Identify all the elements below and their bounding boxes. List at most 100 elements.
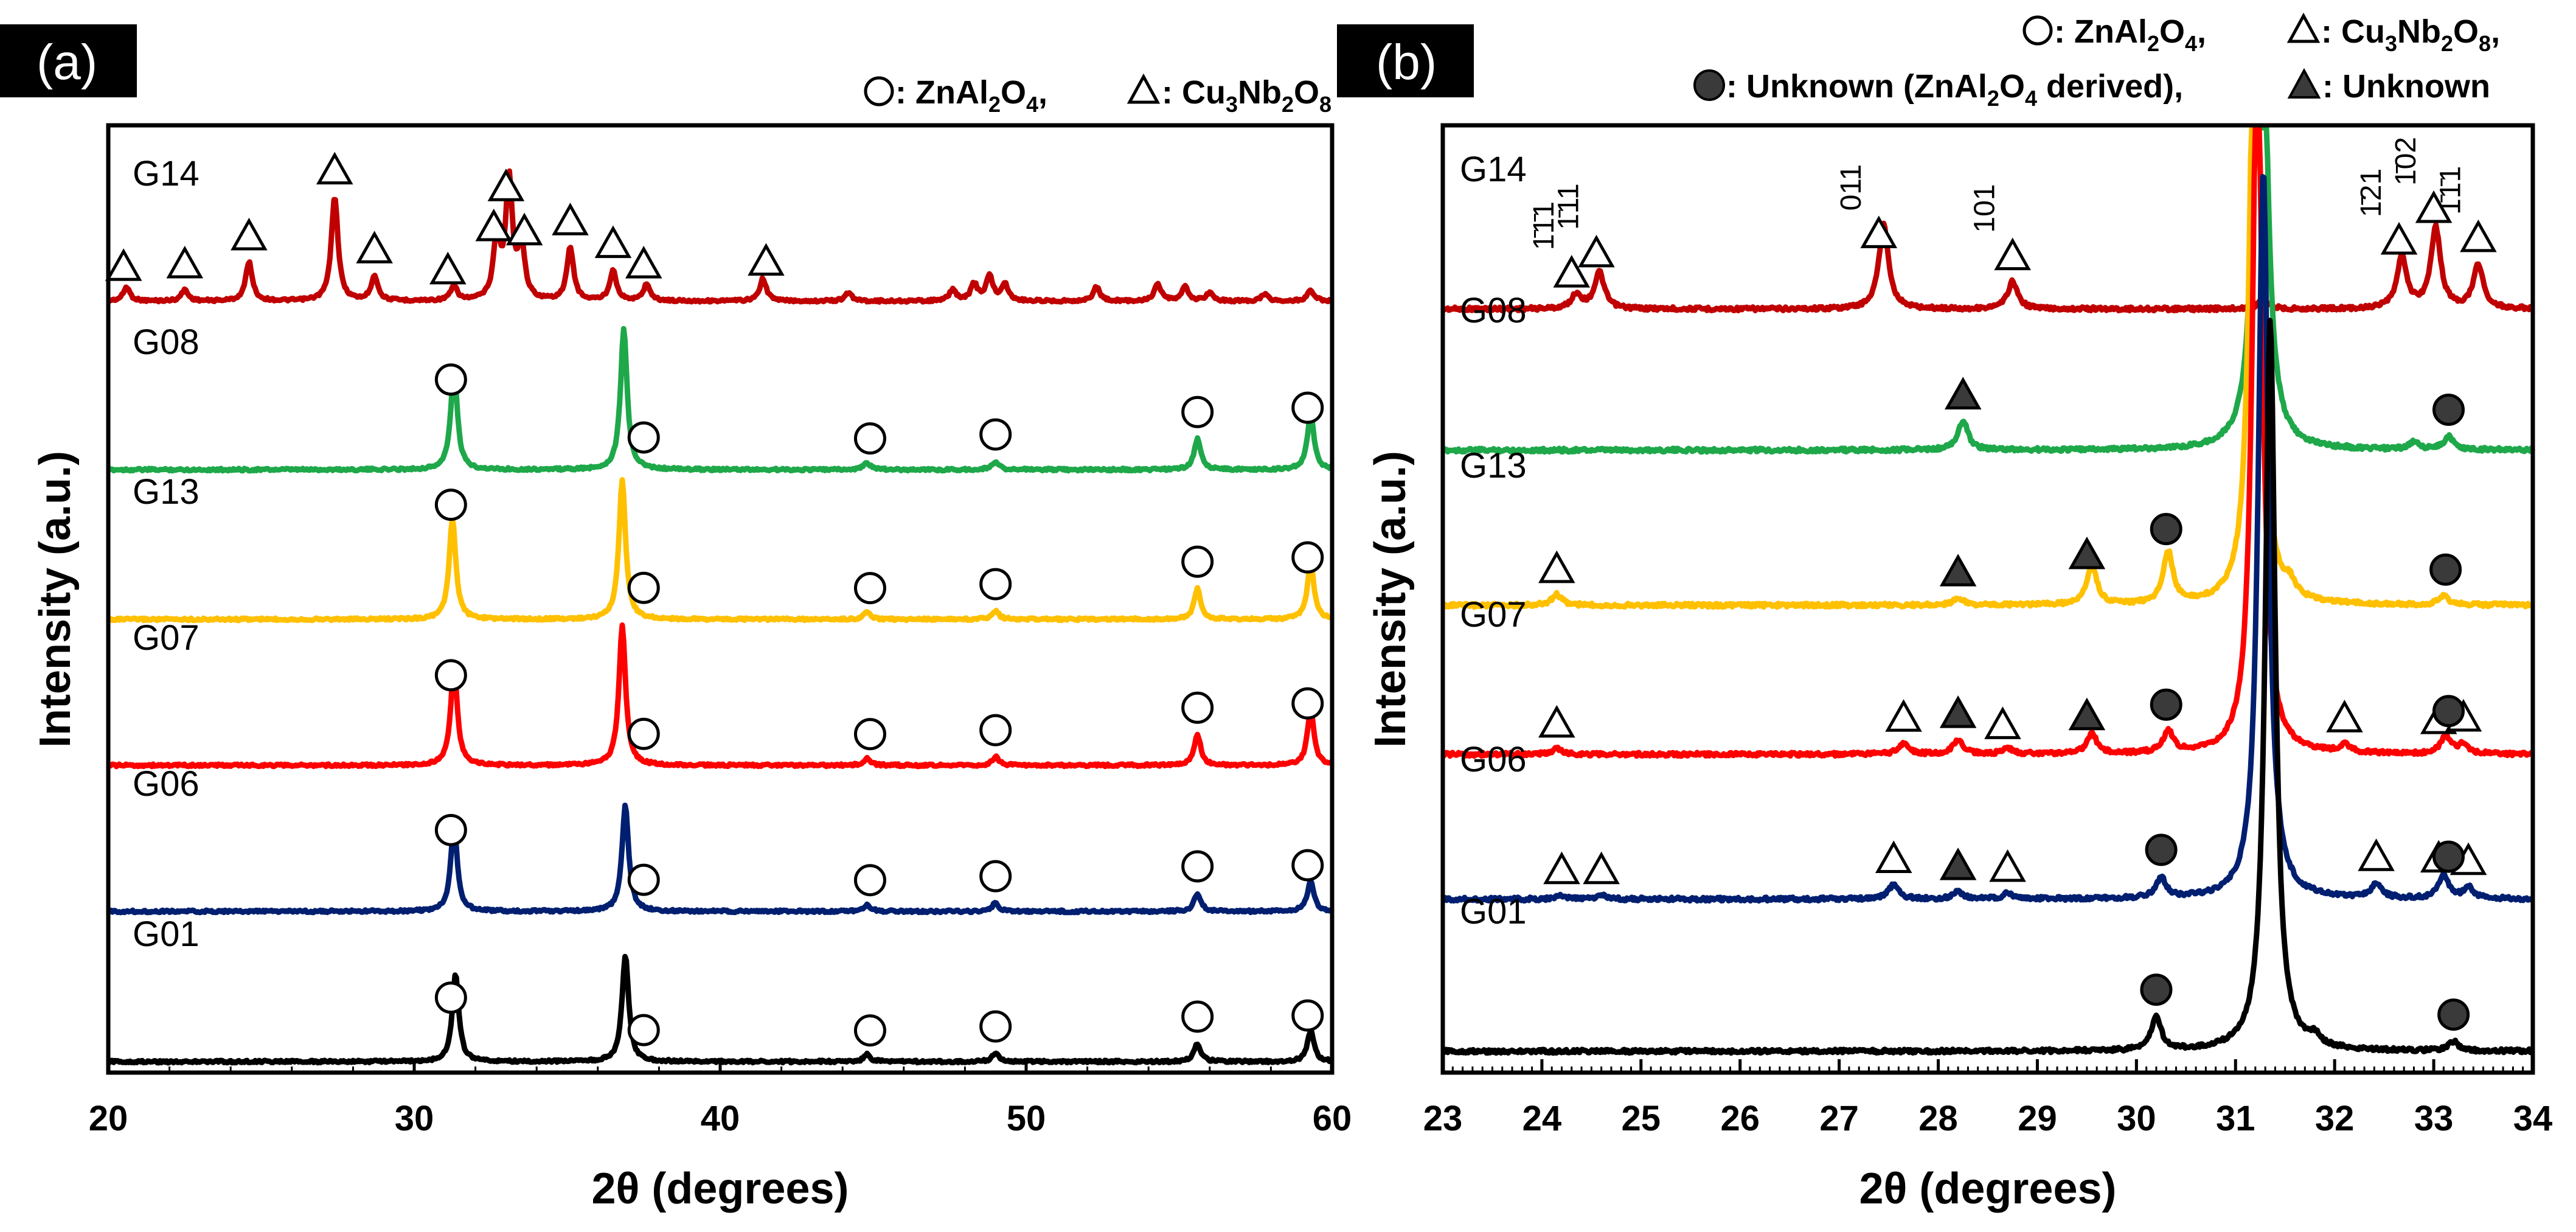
marker-g13-filled-circle-1	[2429, 553, 2462, 586]
marker-g08-open-circle-3	[979, 418, 1012, 451]
marker-g06-open-triangle-1	[1583, 851, 1620, 885]
panel-a-x-axis-title: 2θ (degrees)	[591, 1164, 849, 1213]
marker-g07-filled-circle-1	[2432, 695, 2465, 728]
legend-b-open-triangle-marker	[2286, 12, 2321, 43]
legend-b-filled-triangle-marker	[2287, 68, 2321, 99]
x-tick-label-27: 27	[1819, 1099, 1859, 1138]
marker-g08-open-circle-5	[1291, 391, 1324, 424]
panel-a-sample-labels: G14 G08 G13 G07 G06 G01	[133, 154, 200, 954]
marker-g01-open-circle-0	[434, 981, 467, 1014]
marker-g13-open-circle-2	[853, 572, 886, 605]
marker-g14-open-triangle-11	[625, 246, 662, 279]
marker-g07-open-triangle-2	[1984, 706, 2021, 739]
marker-g06-filled-circle-1	[2432, 840, 2465, 873]
trace-g06	[106, 802, 1334, 916]
trace-g01	[1441, 318, 2535, 1056]
marker-g07-filled-circle-0	[2150, 688, 2182, 721]
x-tick-label-32: 32	[2315, 1099, 2355, 1138]
panel-a-traces	[106, 168, 1335, 1066]
panel-b-plot-frame	[1440, 123, 2535, 1075]
panel-a-legend: : ZnAl2O4, : Cu3Nb2O8	[864, 73, 1331, 117]
marker-g06-open-circle-2	[853, 864, 886, 897]
x-tick-label-23: 23	[1423, 1099, 1463, 1138]
panel-b-label: (b)	[1376, 35, 1437, 90]
marker-g14-open-triangle-10	[594, 225, 632, 259]
trace-g08	[106, 325, 1335, 474]
marker-g06-open-circle-0	[434, 813, 467, 846]
marker-g13-open-circle-3	[979, 568, 1012, 600]
marker-g14-open-triangle-2	[231, 217, 268, 251]
panel-b: (b) : ZnAl2O4, : Cu3Nb2O8, : Unknown (Zn…	[1337, 12, 2553, 1213]
miller-index-4: 1̄21	[2355, 169, 2387, 217]
marker-g06-open-triangle-0	[1543, 851, 1580, 885]
marker-g14-open-triangle-4	[356, 231, 393, 263]
legend-b-zinc-aluminate: : ZnAl2O4,	[2054, 13, 2206, 56]
sample-label-g08: G08	[1460, 291, 1527, 330]
marker-g07-open-circle-2	[853, 718, 886, 751]
x-tick-label-20: 20	[89, 1099, 128, 1138]
panel-b-x-axis-title: 2θ (degrees)	[1859, 1164, 2116, 1213]
x-tick-label-29: 29	[2018, 1099, 2057, 1138]
marker-g13-open-triangle-0	[1538, 550, 1575, 583]
trace-g14	[106, 168, 1334, 305]
marker-g01-open-circle-5	[1291, 999, 1324, 1032]
marker-g08-open-circle-0	[434, 363, 467, 396]
marker-g14-open-triangle-5	[429, 251, 467, 285]
marker-g14-open-triangle-3	[1994, 237, 2032, 271]
x-tick-label-31: 31	[2216, 1099, 2255, 1138]
trace-g14	[1440, 220, 2535, 314]
panel-b-y-axis-title: Intensity (a.u.)	[1366, 451, 1415, 748]
marker-g07-open-triangle-3	[2326, 700, 2363, 733]
miller-index-0: 1̄1̄1	[1528, 201, 1560, 250]
x-tick-label-30: 30	[2117, 1099, 2156, 1138]
sample-label-g01: G01	[1460, 892, 1527, 931]
sample-label-g06: G06	[1460, 740, 1527, 779]
marker-g06-open-circle-5	[1291, 849, 1324, 882]
x-tick-label-60: 60	[1313, 1099, 1352, 1138]
sample-label-g14: G14	[133, 154, 200, 193]
trace-g07	[106, 622, 1335, 770]
trace-g08	[1441, 125, 2536, 455]
marker-g14-open-triangle-6	[2460, 219, 2497, 252]
sample-label-g07: G07	[133, 618, 200, 658]
panel-a: (a) : ZnAl2O4, : Cu3Nb2O8 G14 G08 G13 G07 G0…	[0, 24, 1352, 1213]
miller-index-1: 1̄11	[1553, 183, 1585, 230]
legend-b-copper-niobate: : Cu3Nb2O8,	[2321, 13, 2500, 56]
x-tick-label-24: 24	[1522, 1099, 1562, 1138]
miller-index-3: 101	[1969, 184, 2001, 233]
marker-g13-open-circle-1	[627, 571, 660, 604]
legend-b-unknown: : Unknown	[2322, 68, 2490, 105]
marker-g14-open-triangle-1	[166, 245, 204, 279]
x-tick-label-33: 33	[2414, 1099, 2454, 1138]
marker-g07-open-triangle-0	[1538, 705, 1575, 738]
marker-g01-open-circle-2	[853, 1014, 886, 1047]
trace-g13	[106, 477, 1334, 624]
marker-g14-open-triangle-3	[316, 151, 353, 185]
panel-b-miller-indices: 1̄1̄11̄11 011 101 1̄211̄021̄1̄1	[1528, 137, 2467, 250]
x-tick-label-40: 40	[701, 1099, 740, 1138]
marker-g14-open-triangle-4	[2380, 221, 2418, 255]
x-tick-label-26: 26	[1720, 1099, 1760, 1138]
marker-g13-open-circle-5	[1291, 541, 1324, 574]
marker-g07-open-circle-5	[1291, 687, 1324, 720]
marker-g06-open-circle-1	[627, 863, 660, 896]
trace-g13	[1441, 125, 2535, 610]
miller-index-6: 1̄1̄1	[2434, 166, 2467, 215]
marker-g06-filled-triangle-0	[1939, 847, 1977, 880]
legend-open-triangle-marker	[1127, 73, 1161, 104]
marker-g07-open-circle-4	[1181, 691, 1214, 724]
marker-g14-open-triangle-5	[2415, 190, 2453, 223]
legend-b-unknown-derived: : Unknown (ZnAl2O4 derived),	[1726, 68, 2183, 111]
miller-index-2: 011	[1835, 164, 1867, 211]
panel-b-label-box	[1337, 24, 1474, 97]
marker-g07-filled-triangle-0	[1939, 695, 1977, 728]
marker-g01-open-circle-3	[979, 1010, 1012, 1043]
x-tick-label-50: 50	[1007, 1099, 1046, 1138]
marker-g07-open-circle-0	[434, 659, 467, 692]
marker-g07-filled-triangle-1	[2068, 697, 2106, 731]
marker-g13-open-circle-4	[1181, 545, 1214, 578]
x-tick-label-34: 34	[2513, 1099, 2553, 1138]
marker-g08-filled-triangle-0	[1944, 377, 1982, 410]
panel-a-y-axis-title: Intensity (a.u.)	[31, 451, 80, 748]
marker-g13-filled-circle-0	[2150, 513, 2182, 546]
